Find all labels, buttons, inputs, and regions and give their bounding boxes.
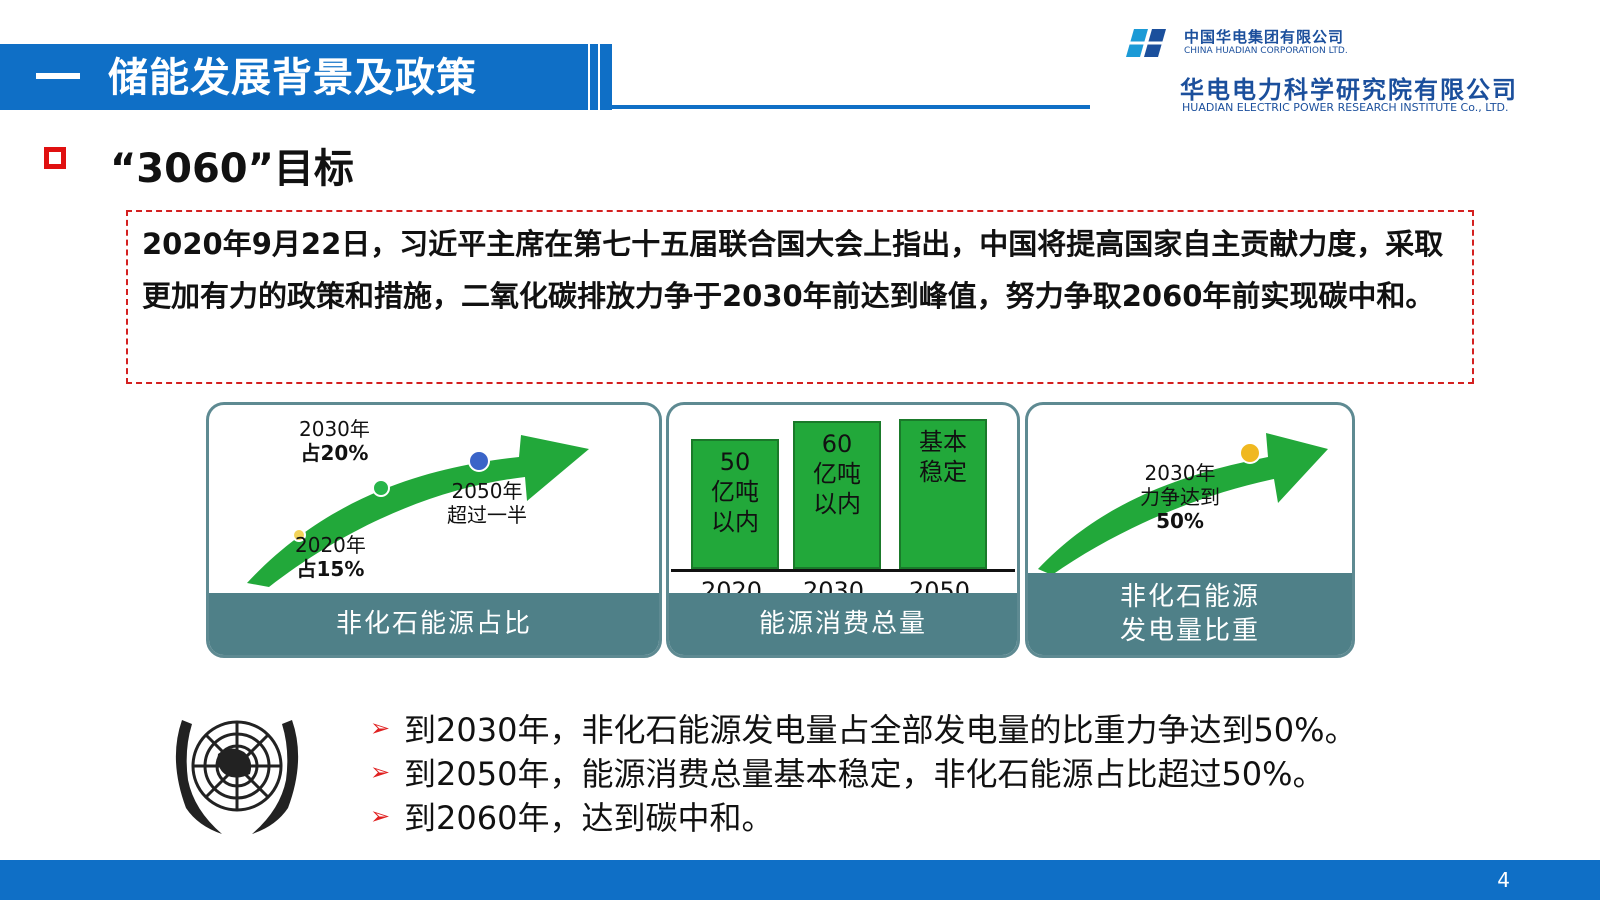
huadian-logo-icon xyxy=(1126,29,1176,57)
label-power-year: 2030年 xyxy=(1144,461,1216,485)
growth-arrow-icon xyxy=(1038,433,1328,575)
section-heading: “3060”目标 xyxy=(110,146,354,192)
label-2030-year: 2030年 xyxy=(299,417,370,441)
list-item: ➢ 到2030年，非化石能源发电量占全部发电量的比重力争达到50%。 xyxy=(370,706,1357,750)
label-2050-year: 2050年 xyxy=(451,479,523,503)
list-item: ➢ 到2060年，达到碳中和。 xyxy=(370,794,1357,838)
bar-label: 50 xyxy=(719,448,751,476)
panel-footer: 非化石能源 发电量比重 xyxy=(1028,573,1352,655)
arrow-bullet-icon: ➢ xyxy=(370,802,391,830)
bar-label: 以内 xyxy=(711,508,759,536)
label-2050: 2050年 超过一半 xyxy=(447,479,527,527)
label-2030-value: 占20% xyxy=(300,441,369,465)
list-item-text: 到2050年，能源消费总量基本稳定，非化石能源占比超过50%。 xyxy=(404,755,1325,793)
label-power-share: 2030年 力争达到 50% xyxy=(1140,461,1220,533)
company-name-cn: 中国华电集团有限公司 xyxy=(1184,28,1345,46)
footer-bar xyxy=(0,860,1600,900)
list-item: ➢ 到2050年，能源消费总量基本稳定，非化石能源占比超过50%。 xyxy=(370,750,1357,794)
list-item-text: 到2030年，非化石能源发电量占全部发电量的比重力争达到50%。 xyxy=(404,711,1357,749)
title-bar xyxy=(0,44,588,110)
list-item-text: 到2060年，达到碳中和。 xyxy=(404,799,774,837)
title-bar-accent xyxy=(590,44,598,110)
institute-name-en: HUADIAN ELECTRIC POWER RESEARCH INSTITUT… xyxy=(1182,101,1509,114)
chart-baseline xyxy=(671,569,1015,572)
quote-text: 2020年9月22日，习近平主席在第七十五届联合国大会上指出，中国将提高国家自主… xyxy=(142,227,1444,313)
label-2020-value: 占15% xyxy=(296,557,365,581)
arrow-bullet-icon: ➢ xyxy=(370,714,391,742)
bar-2020: 50 亿吨 以内 xyxy=(691,439,779,569)
arrow-bullet-icon: ➢ xyxy=(370,758,391,786)
bar-label: 稳定 xyxy=(919,458,967,486)
panel-energy-consumption: 50 亿吨 以内 2020 60 亿吨 以内 2030 基本 稳定 2050 能源消费总量 xyxy=(666,402,1020,658)
panel-footer-line1: 非化石能源 xyxy=(1119,582,1260,612)
panel-footer: 非化石能源占比 xyxy=(209,593,659,655)
un-emblem-icon xyxy=(175,720,299,834)
label-2050-value: 超过一半 xyxy=(447,503,527,527)
panel-footer-line2: 发电量比重 xyxy=(1119,616,1260,646)
label-power-value: 50% xyxy=(1156,509,1204,533)
bar-label: 60 xyxy=(821,430,853,458)
bullet-list: ➢ 到2030年，非化石能源发电量占全部发电量的比重力争达到50%。 ➢ 到20… xyxy=(370,706,1357,838)
bar-label: 基本 xyxy=(919,428,967,456)
page-number: 4 xyxy=(1497,868,1510,892)
label-2020: 2020年 占15% xyxy=(295,533,366,581)
square-bullet-icon xyxy=(44,147,66,169)
growth-arrow-icon xyxy=(247,435,589,587)
bar-label: 亿吨 xyxy=(813,460,861,488)
title-underline xyxy=(612,105,1090,109)
bar-2050: 基本 稳定 xyxy=(899,419,987,569)
bar-2030: 60 亿吨 以内 xyxy=(793,421,881,569)
slide-title: 储能发展背景及政策 xyxy=(36,50,477,106)
label-power-text: 力争达到 xyxy=(1140,485,1220,509)
panel-footer: 能源消费总量 xyxy=(669,593,1017,655)
panel-power-share: 2030年 力争达到 50% 非化石能源 发电量比重 xyxy=(1025,402,1355,658)
title-bar-accent xyxy=(600,44,612,110)
slide-title-text: 储能发展背景及政策 xyxy=(108,55,477,101)
title-dash xyxy=(36,73,80,79)
institute-name-cn: 华电电力科学研究院有限公司 xyxy=(1180,76,1518,104)
bar-label: 以内 xyxy=(813,490,861,518)
bar-label: 亿吨 xyxy=(711,478,759,506)
quote-box: 2020年9月22日，习近平主席在第七十五届联合国大会上指出，中国将提高国家自主… xyxy=(126,210,1474,384)
company-name-en: CHINA HUADIAN CORPORATION LTD. xyxy=(1184,46,1348,56)
label-2020-year: 2020年 xyxy=(295,533,366,557)
label-2030: 2030年 占20% xyxy=(299,417,370,465)
panel-nonfossil-share: 2030年 占20% 2050年 超过一半 2020年 占15% 非化石能源占比 xyxy=(206,402,662,658)
